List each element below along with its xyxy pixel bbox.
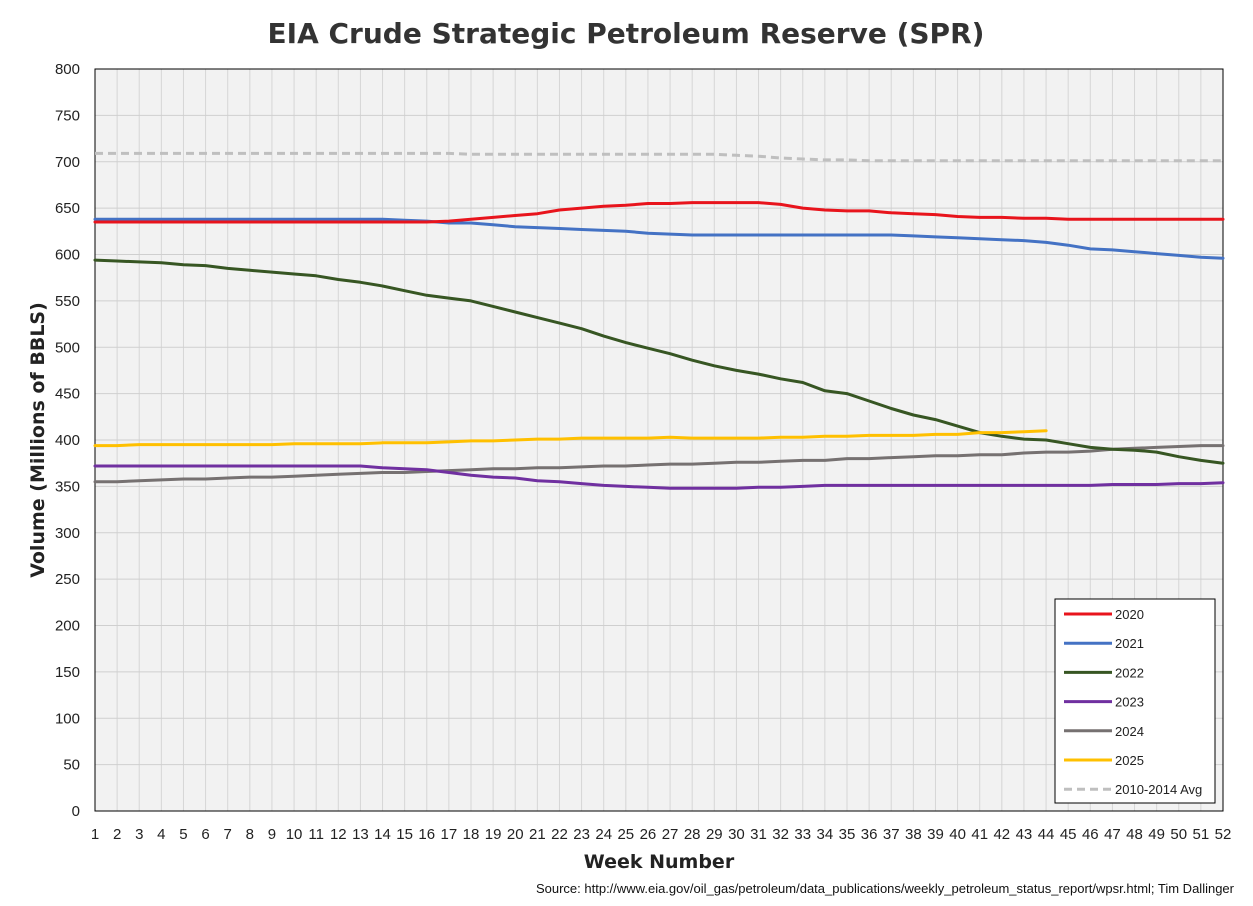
y-tick-labels: 0 50 100 150 200 250 300 350 400 450 500 550 600 650 7… — [55, 61, 80, 820]
y-tick-label: 450 — [55, 386, 80, 403]
x-tick-label: 34 — [817, 826, 834, 843]
x-tick-label: 49 — [1148, 826, 1165, 843]
x-tick-label: 47 — [1104, 826, 1121, 843]
x-tick-label: 16 — [418, 826, 435, 843]
x-tick-label: 39 — [927, 826, 944, 843]
x-tick-label: 46 — [1082, 826, 1099, 843]
x-tick-label: 7 — [224, 826, 232, 843]
x-tick-label: 23 — [573, 826, 590, 843]
y-tick-label: 750 — [55, 107, 80, 124]
x-tick-label: 5 — [179, 826, 187, 843]
x-tick-label: 9 — [268, 826, 276, 843]
series-line-2020 — [93, 201, 1225, 224]
y-tick-label: 350 — [55, 478, 80, 495]
y-tick-label: 550 — [55, 293, 80, 310]
x-tick-label: 11 — [308, 826, 324, 843]
x-tick-label: 27 — [662, 826, 679, 843]
x-tick-label: 13 — [352, 826, 369, 843]
x-tick-label: 50 — [1170, 826, 1187, 843]
x-tick-label: 32 — [772, 826, 789, 843]
x-tick-label: 19 — [485, 826, 502, 843]
y-tick-label: 800 — [55, 61, 80, 78]
y-tick-label: 250 — [55, 571, 80, 588]
x-tick-label: 29 — [706, 826, 723, 843]
y-tick-label: 150 — [55, 664, 80, 681]
x-tick-label: 21 — [529, 826, 546, 843]
legend-label: 2022 — [1115, 665, 1144, 680]
x-tick-label: 30 — [728, 826, 745, 843]
y-tick-label: 200 — [55, 618, 80, 635]
series-line-2023 — [93, 464, 1225, 490]
x-tick-label: 2 — [113, 826, 121, 843]
x-tick-label: 40 — [949, 826, 966, 843]
x-tick-label: 8 — [246, 826, 254, 843]
x-tick-label: 31 — [750, 826, 767, 843]
legend-label: 2021 — [1115, 636, 1144, 651]
series-line-2024 — [93, 444, 1225, 484]
x-tick-label: 51 — [1193, 826, 1210, 843]
x-tick-label: 36 — [861, 826, 878, 843]
x-tick-label: 26 — [640, 826, 657, 843]
x-tick-label: 14 — [374, 826, 391, 843]
x-tick-label: 48 — [1126, 826, 1143, 843]
x-tick-label: 18 — [463, 826, 480, 843]
x-tick-label: 38 — [905, 826, 922, 843]
y-tick-label: 300 — [55, 525, 80, 542]
plot-border — [94, 68, 1224, 812]
legend-label: 2024 — [1115, 724, 1144, 739]
x-tick-label: 42 — [993, 826, 1010, 843]
y-tick-label: 0 — [72, 803, 80, 820]
x-tick-label: 3 — [135, 826, 143, 843]
y-tick-label: 400 — [55, 432, 80, 449]
x-tick-label: 25 — [617, 826, 634, 843]
x-tick-label: 44 — [1038, 826, 1055, 843]
y-tick-label: 100 — [55, 710, 80, 727]
x-tick-label: 43 — [1016, 826, 1033, 843]
x-tick-label: 17 — [441, 826, 458, 843]
x-tick-label: 4 — [157, 826, 165, 843]
legend-label: 2025 — [1115, 753, 1144, 768]
y-tick-label: 600 — [55, 247, 80, 264]
y-tick-label: 650 — [55, 200, 80, 217]
series-line-2010-2014-avg — [95, 151, 1223, 163]
x-tick-label: 35 — [839, 826, 856, 843]
x-tick-label: 45 — [1060, 826, 1077, 843]
chart-title: EIA Crude Strategic Petroleum Reserve (S… — [268, 17, 985, 50]
x-tick-labels: 1 2 3 4 5 6 7 8 9 10 11 12 13 14 15 16 17 18 19 20 21 22 23 24 2… — [91, 826, 1232, 843]
x-tick-label: 6 — [201, 826, 209, 843]
x-tick-label: 24 — [595, 826, 612, 843]
series-line-2025 — [93, 429, 1048, 448]
x-tick-label: 52 — [1215, 826, 1232, 843]
x-tick-label: 10 — [286, 826, 303, 843]
legend-label: 2023 — [1115, 695, 1144, 710]
x-tick-label: 37 — [883, 826, 900, 843]
x-tick-label: 1 — [91, 826, 99, 843]
x-tick-label: 41 — [971, 826, 988, 843]
series-lines — [93, 151, 1225, 490]
x-tick-label: 15 — [396, 826, 413, 843]
y-axis-label: Volume (Millions of BBLS) — [27, 302, 49, 578]
legend-label: 2010-2014 Avg — [1115, 782, 1202, 797]
x-tick-label: 22 — [551, 826, 568, 843]
source-note: Source: http://www.eia.gov/oil_gas/petro… — [535, 881, 1234, 896]
series-line-2021 — [93, 217, 1225, 260]
x-tick-label: 12 — [330, 826, 347, 843]
y-tick-label: 50 — [63, 757, 80, 774]
series-line-2022 — [93, 258, 1225, 465]
legend: 2020 2021 2022 2023 2024 2025 2010-2014 Avg — [1054, 598, 1216, 804]
x-tick-label: 28 — [684, 826, 701, 843]
x-tick-label: 20 — [507, 826, 524, 843]
legend-label: 2020 — [1115, 607, 1144, 622]
x-axis-label: Week Number — [584, 851, 735, 873]
y-tick-label: 700 — [55, 154, 80, 171]
y-tick-label: 500 — [55, 339, 80, 356]
x-tick-label: 33 — [794, 826, 811, 843]
